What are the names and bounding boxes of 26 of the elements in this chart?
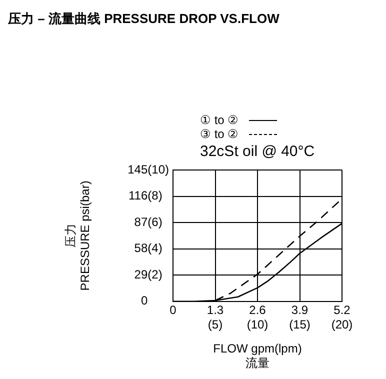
x-axis-title: FLOW gpm(lpm) 流量 — [213, 342, 302, 370]
y-tick-label: 87 — [134, 214, 148, 229]
y2-tick-label: (6) — [148, 214, 162, 229]
legend-label: ① to ② — [200, 113, 239, 127]
x-tick-label: 5.2 — [334, 302, 351, 317]
x-tick-label: 2.6 — [249, 302, 266, 317]
x2-tick-label: (15) — [289, 317, 310, 332]
x2-tick-label: (10) — [246, 317, 268, 332]
y-tick-label: 58 — [134, 241, 148, 256]
text: 32cSt oil @ 40°C — [200, 143, 315, 160]
y-tick-label: 116 — [128, 188, 148, 203]
y2-tick-label: (8) — [148, 188, 162, 203]
y-tick-label: 29 — [134, 267, 148, 282]
legend-label: ③ to ② — [200, 127, 239, 141]
y2-tick-label: (2) — [148, 267, 162, 282]
y2-tick-label: (10) — [148, 162, 170, 176]
y-tick-label: 145 — [128, 162, 148, 176]
x2-tick-label: (20) — [331, 317, 353, 332]
y2-tick-label: (4) — [148, 241, 162, 256]
chart-title: 压力 – 流量曲线 PRESSURE DROP VS.FLOW — [8, 10, 280, 28]
y-axis-title: 压力 PRESSURE psi(bar) — [64, 180, 92, 291]
x-tick-label: 3.9 — [291, 302, 308, 317]
x-tick-label: 1.3 — [206, 302, 224, 317]
y-tick-label: 0 — [140, 294, 148, 308]
x2-tick-label: (5) — [208, 317, 223, 332]
x-tick-label: 0 — [170, 302, 177, 317]
